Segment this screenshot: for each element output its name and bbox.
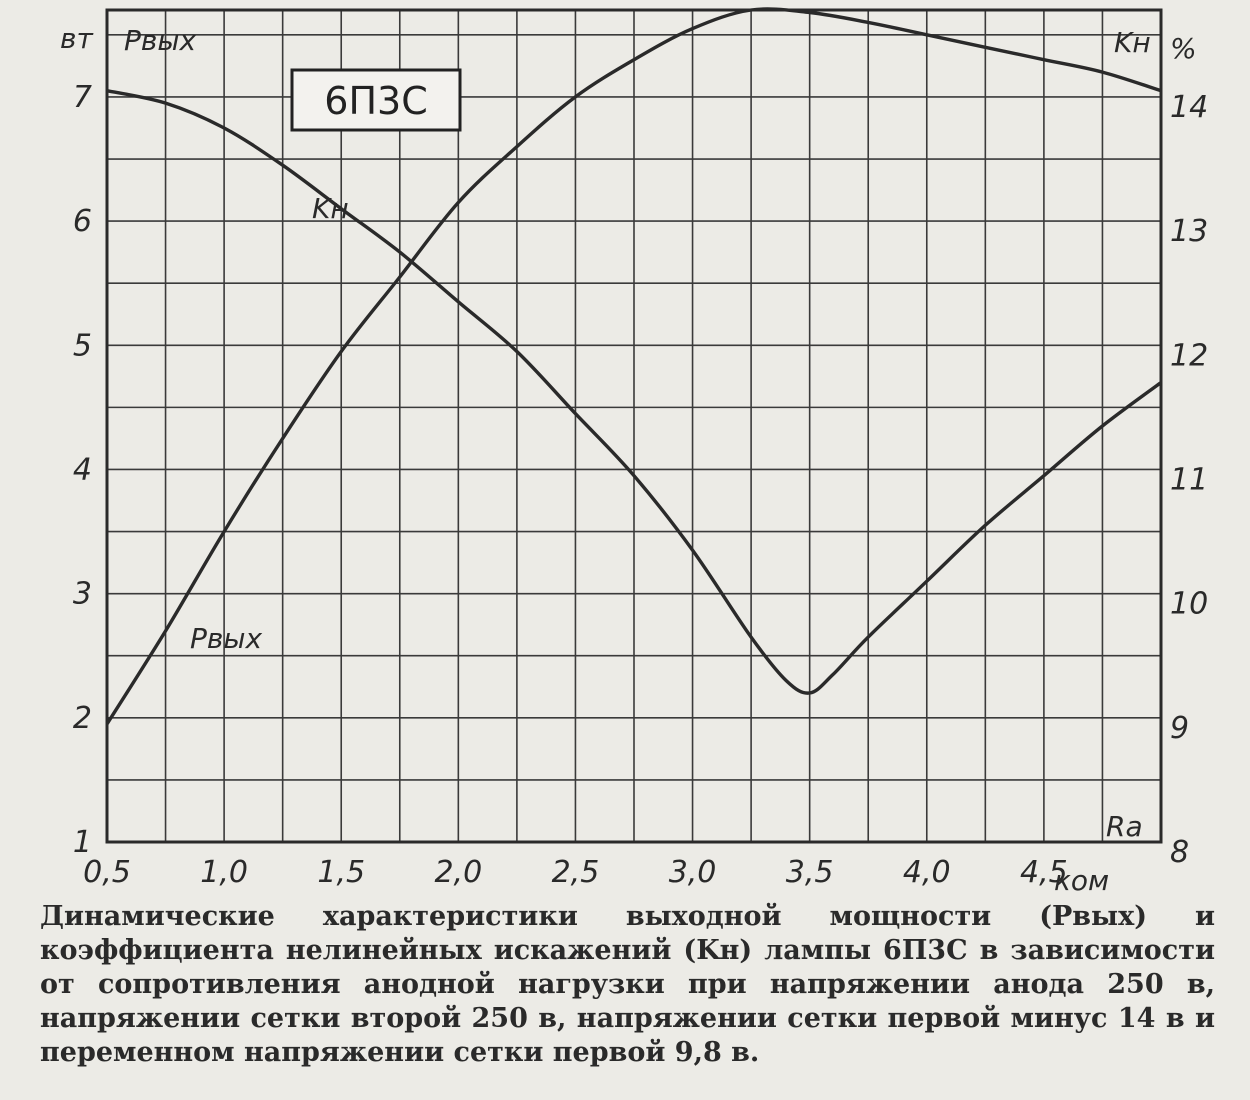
y-left-label: Pвых: [124, 24, 196, 57]
chart-container: 0,5 1,0 1,5 2,0 2,5 3,0 3,5 4,0 4,5 1 2 3 4 5 6 7 8 9 10 11…: [60, 7, 1208, 897]
x-tick-label: 0,5: [83, 855, 131, 890]
chart: 0,5 1,0 1,5 2,0 2,5 3,0 3,5 4,0 4,51234567891011…: [60, 7, 1208, 897]
y-right-label: Kн: [1114, 26, 1151, 59]
series-label-pout: Pвых: [190, 622, 262, 655]
x-tick-label: 3,5: [786, 855, 834, 890]
y-left-tick-label: 5: [73, 328, 92, 363]
x-tick-label: 1,5: [317, 855, 365, 890]
y-right-tick-label: 14: [1170, 90, 1208, 125]
y-left-tick-label: 7: [73, 80, 92, 115]
curves: [105, 7, 1163, 725]
grid: [107, 10, 1161, 842]
x-axis-label: Ra: [1106, 810, 1143, 843]
series-line-kn: [106, 89, 1163, 695]
series-line-pout: [105, 7, 1162, 725]
y-left-tick-label: 6: [73, 204, 92, 239]
x-tick-label: 2,0: [434, 855, 482, 890]
y-right-tick-label: 11: [1170, 462, 1208, 497]
y-left-unit: вт: [60, 22, 94, 55]
y-left-tick-label: 3: [73, 577, 92, 612]
y-right-tick-label: 10: [1170, 587, 1208, 622]
y-left-tick-label: 4: [73, 452, 92, 487]
x-tick-label: 4,0: [903, 855, 951, 890]
x-tick-label: 3,0: [669, 855, 717, 890]
y-left-tick-label: 1: [73, 825, 92, 860]
y-right-tick-label: 13: [1170, 214, 1208, 249]
chart-title: 6П3С: [324, 79, 427, 123]
y-right-tick-label: 12: [1170, 338, 1208, 373]
series-label-kn: Kн: [312, 192, 349, 225]
x-tick-label: 2,5: [552, 855, 600, 890]
x-tick-label: 1,0: [200, 855, 248, 890]
plot-frame: [105, 8, 1163, 844]
y-right-tick-label: 8: [1170, 835, 1189, 870]
x-tick-label: 4,5: [1020, 855, 1068, 890]
y-right-unit: %: [1170, 32, 1197, 65]
x-axis-unit: ком: [1054, 864, 1109, 897]
y-left-tick-label: 2: [73, 701, 92, 736]
figure-caption: Динамические характеристики выходной мощ…: [40, 901, 1215, 1068]
title-box: [290, 68, 462, 132]
tick-labels: 0,5 1,0 1,5 2,0 2,5 3,0 3,5 4,0 4,51234567891011…: [73, 80, 1208, 890]
y-right-tick-label: 9: [1170, 711, 1189, 746]
